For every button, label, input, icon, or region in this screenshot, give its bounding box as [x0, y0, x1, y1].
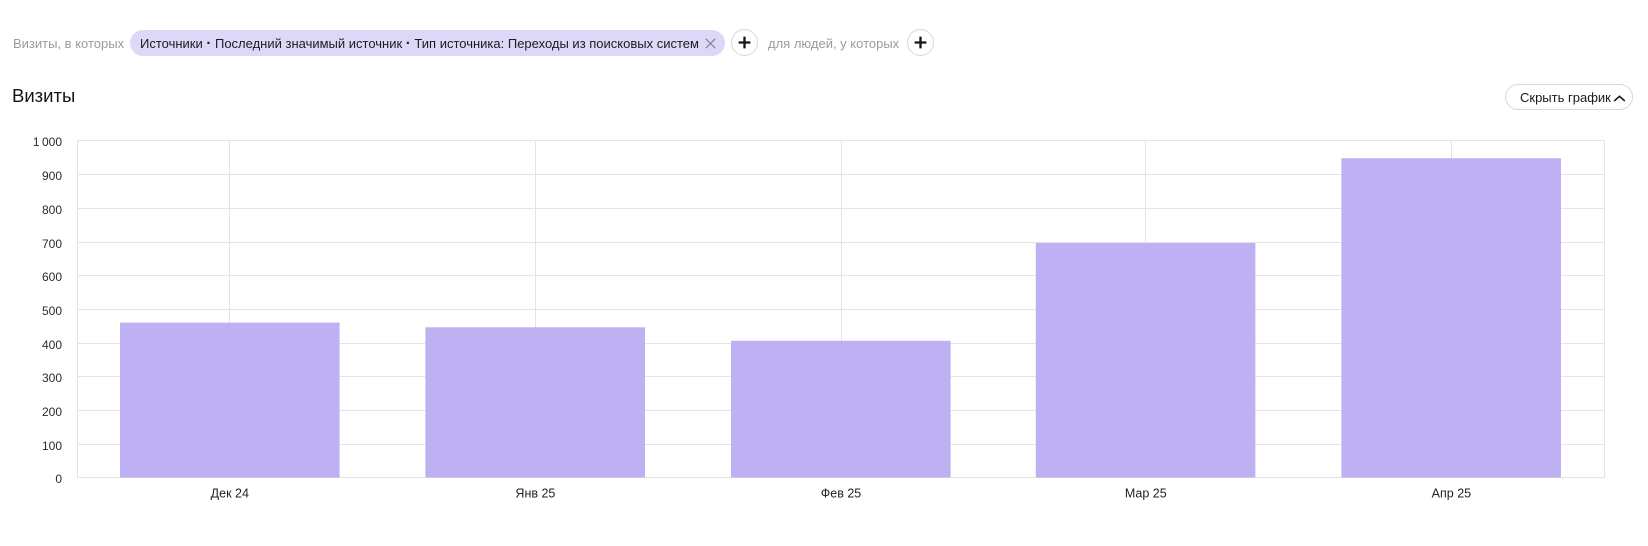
- svg-text:0: 0: [55, 472, 62, 486]
- svg-text:100: 100: [42, 439, 62, 453]
- svg-text:500: 500: [42, 304, 62, 318]
- svg-text:Фев 25: Фев 25: [821, 487, 862, 501]
- svg-text:600: 600: [42, 270, 62, 284]
- svg-text:1 000: 1 000: [33, 135, 62, 149]
- svg-text:Янв 25: Янв 25: [515, 487, 555, 501]
- svg-text:900: 900: [42, 169, 62, 183]
- svg-text:Дек 24: Дек 24: [211, 487, 249, 501]
- svg-text:400: 400: [42, 338, 62, 352]
- svg-text:300: 300: [42, 371, 62, 385]
- svg-text:Апр 25: Апр 25: [1432, 487, 1471, 501]
- svg-text:200: 200: [42, 405, 62, 419]
- svg-text:Мар 25: Мар 25: [1125, 487, 1167, 501]
- svg-text:700: 700: [42, 237, 62, 251]
- svg-text:800: 800: [42, 203, 62, 217]
